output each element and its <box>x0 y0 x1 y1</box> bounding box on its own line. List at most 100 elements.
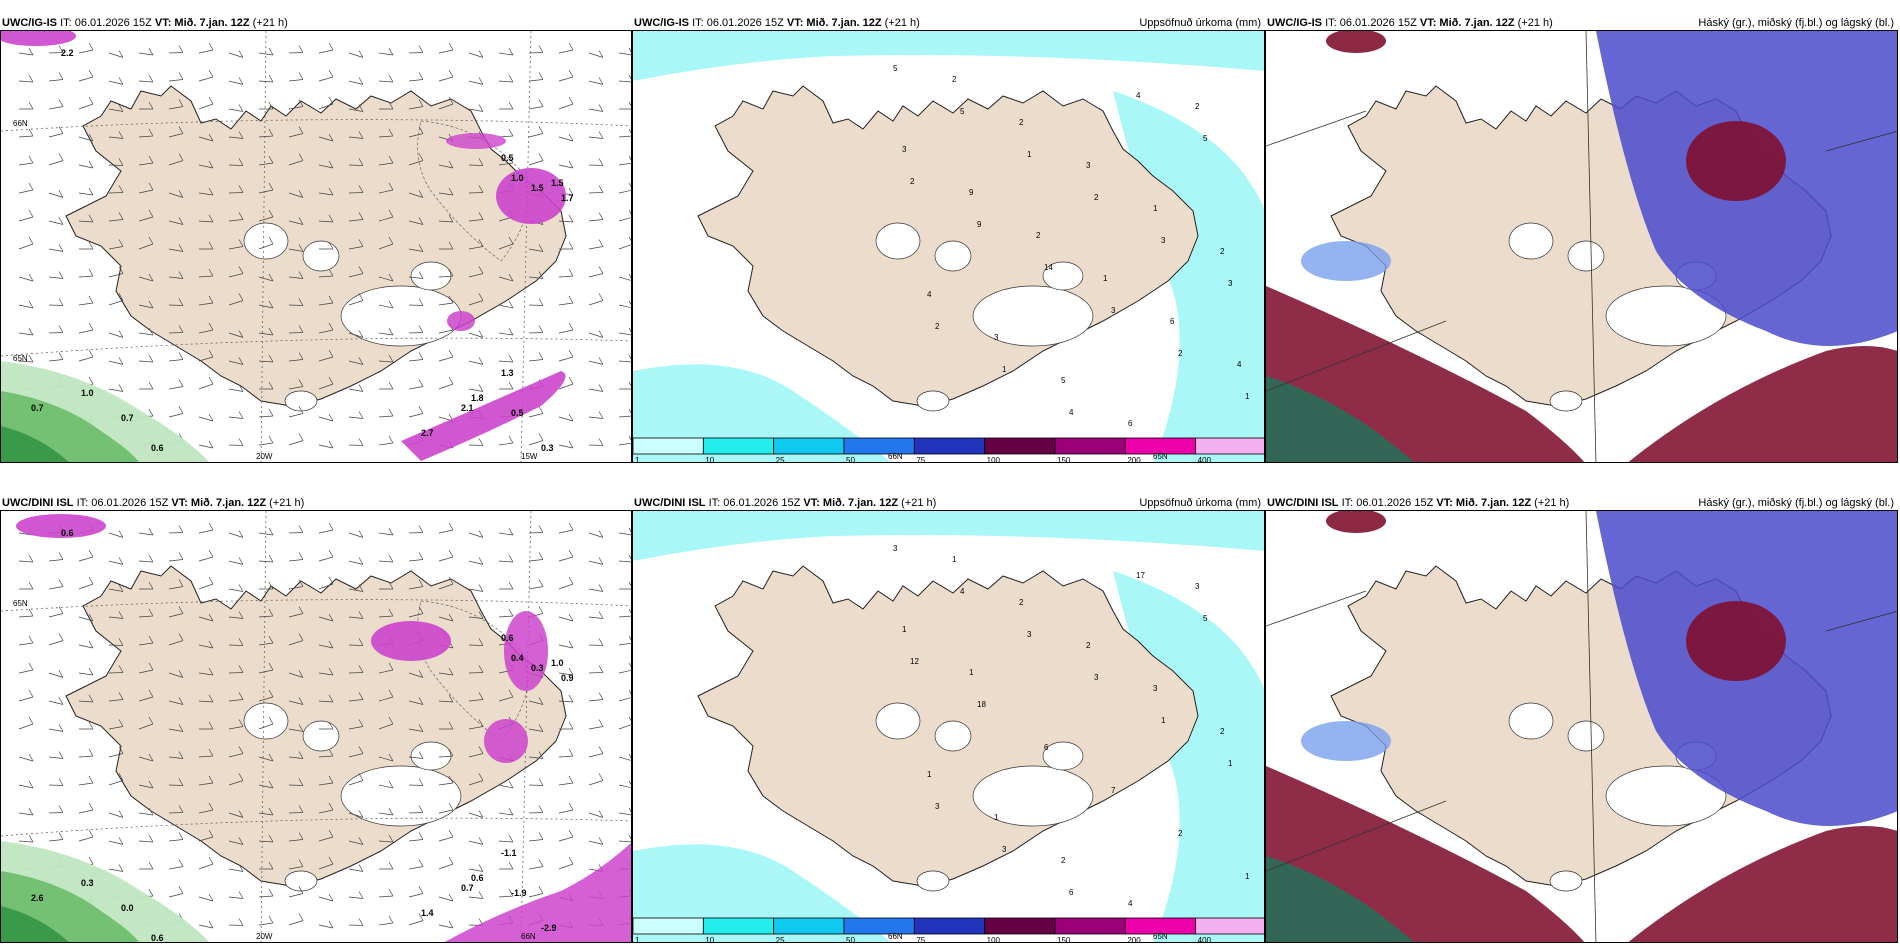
wind-barb <box>468 50 484 58</box>
wind-barb <box>168 190 184 198</box>
axis-label: 65N <box>1153 452 1168 461</box>
wind-barb <box>48 244 64 252</box>
wind-barb <box>198 775 214 786</box>
wind-barb <box>318 96 334 110</box>
wind-barb <box>198 856 214 870</box>
wind-barb <box>168 45 184 54</box>
wind-barb <box>468 719 484 730</box>
precip-value-label: 1 <box>1153 204 1158 213</box>
wind-barb <box>78 96 94 110</box>
wind-barb <box>258 780 274 789</box>
wind-barb <box>288 913 304 926</box>
wind-barb <box>618 435 631 446</box>
wind-barb <box>558 829 574 842</box>
wind-barb <box>259 101 274 110</box>
wind-barb <box>588 50 604 58</box>
wind-barb <box>228 131 244 139</box>
wind-barb <box>139 101 154 110</box>
wind-barb <box>558 694 574 703</box>
wind-barb <box>108 584 124 592</box>
wind-barb <box>198 613 214 622</box>
wind-barb <box>588 158 604 166</box>
wind-barb <box>588 185 604 194</box>
wind-barb <box>468 384 484 392</box>
wind-barb <box>168 805 184 814</box>
legend-tick-label: 10 <box>705 456 714 463</box>
wind-barb <box>228 584 244 592</box>
wind-barb <box>288 670 304 678</box>
wind-barb <box>588 611 604 619</box>
wind-barb <box>438 214 454 223</box>
wind-barb <box>199 721 214 730</box>
precip-value-label: 2 <box>1220 727 1225 736</box>
wind-barb <box>438 775 454 786</box>
glacier-outline <box>1549 870 1583 892</box>
wind-barb <box>168 606 184 618</box>
precip-value-label: 6 <box>1170 317 1175 326</box>
wind-barb <box>138 807 154 816</box>
wind-barb <box>288 352 304 362</box>
wind-barb <box>138 209 154 222</box>
wind-barb <box>348 50 364 58</box>
wind-barb <box>348 266 364 278</box>
wind-barb <box>258 128 274 138</box>
wind-barb <box>228 719 244 730</box>
precip-value-label: 1 <box>1228 759 1233 768</box>
wind-barb <box>48 697 64 705</box>
wind-barb <box>318 42 334 54</box>
glacier-outline <box>340 765 462 827</box>
wind-barb <box>558 214 574 223</box>
wind-barb <box>618 608 631 618</box>
wind-barb <box>528 751 544 759</box>
wind-barb <box>138 74 154 83</box>
latitude-gridline <box>1 337 631 357</box>
wind-barb <box>138 300 154 309</box>
wind-barb <box>18 834 34 843</box>
contour-value-label: 0.7 <box>31 403 44 413</box>
wind-barb <box>378 608 394 618</box>
wind-barb <box>288 751 304 759</box>
precip-value-label: 6 <box>1069 888 1074 897</box>
wind-barb <box>528 859 544 870</box>
wind-barb <box>198 133 214 142</box>
wind-barb <box>18 780 34 789</box>
wind-barb <box>588 438 604 446</box>
wind-barb <box>168 633 184 646</box>
wind-barb <box>588 239 604 250</box>
wind-barb <box>228 212 244 222</box>
wind-barb <box>288 633 304 646</box>
wind-barb <box>558 640 574 649</box>
wind-barb <box>258 209 274 222</box>
wind-barb <box>258 716 274 730</box>
boundary-line <box>1266 320 1447 392</box>
wind-barb <box>48 325 64 334</box>
wind-barb <box>558 802 574 814</box>
axis-label: 65N <box>1153 932 1168 941</box>
contour-value-label: 0.6 <box>471 873 484 883</box>
wind-barb <box>378 527 394 536</box>
wind-barb <box>588 665 604 674</box>
wind-barb <box>108 746 124 758</box>
wind-barb <box>288 433 304 446</box>
wind-barb <box>378 182 394 194</box>
wind-barb <box>408 579 424 590</box>
precip-value-label: 2 <box>1061 856 1066 865</box>
wind-barb <box>378 273 394 282</box>
wind-barb <box>318 829 334 842</box>
wind-barb <box>588 212 604 222</box>
wind-barb <box>288 859 304 870</box>
wind-barb <box>108 530 124 538</box>
wind-barb <box>528 406 544 418</box>
wind-barb <box>588 837 604 845</box>
wind-barb <box>258 915 274 926</box>
panel-precip-igis: UWC/IG-IS IT: 06.01.2026 15Z VT: Mið. 7.… <box>632 15 1265 463</box>
wind-barb <box>558 349 574 362</box>
wind-barb <box>48 552 64 562</box>
wind-barb <box>408 859 424 870</box>
wind-barb <box>498 300 514 309</box>
wind-barb <box>168 859 184 870</box>
wind-barb <box>438 893 454 902</box>
wind-barb <box>228 692 244 702</box>
legend-color-swatch <box>984 437 1056 455</box>
wind-barb <box>468 692 484 702</box>
